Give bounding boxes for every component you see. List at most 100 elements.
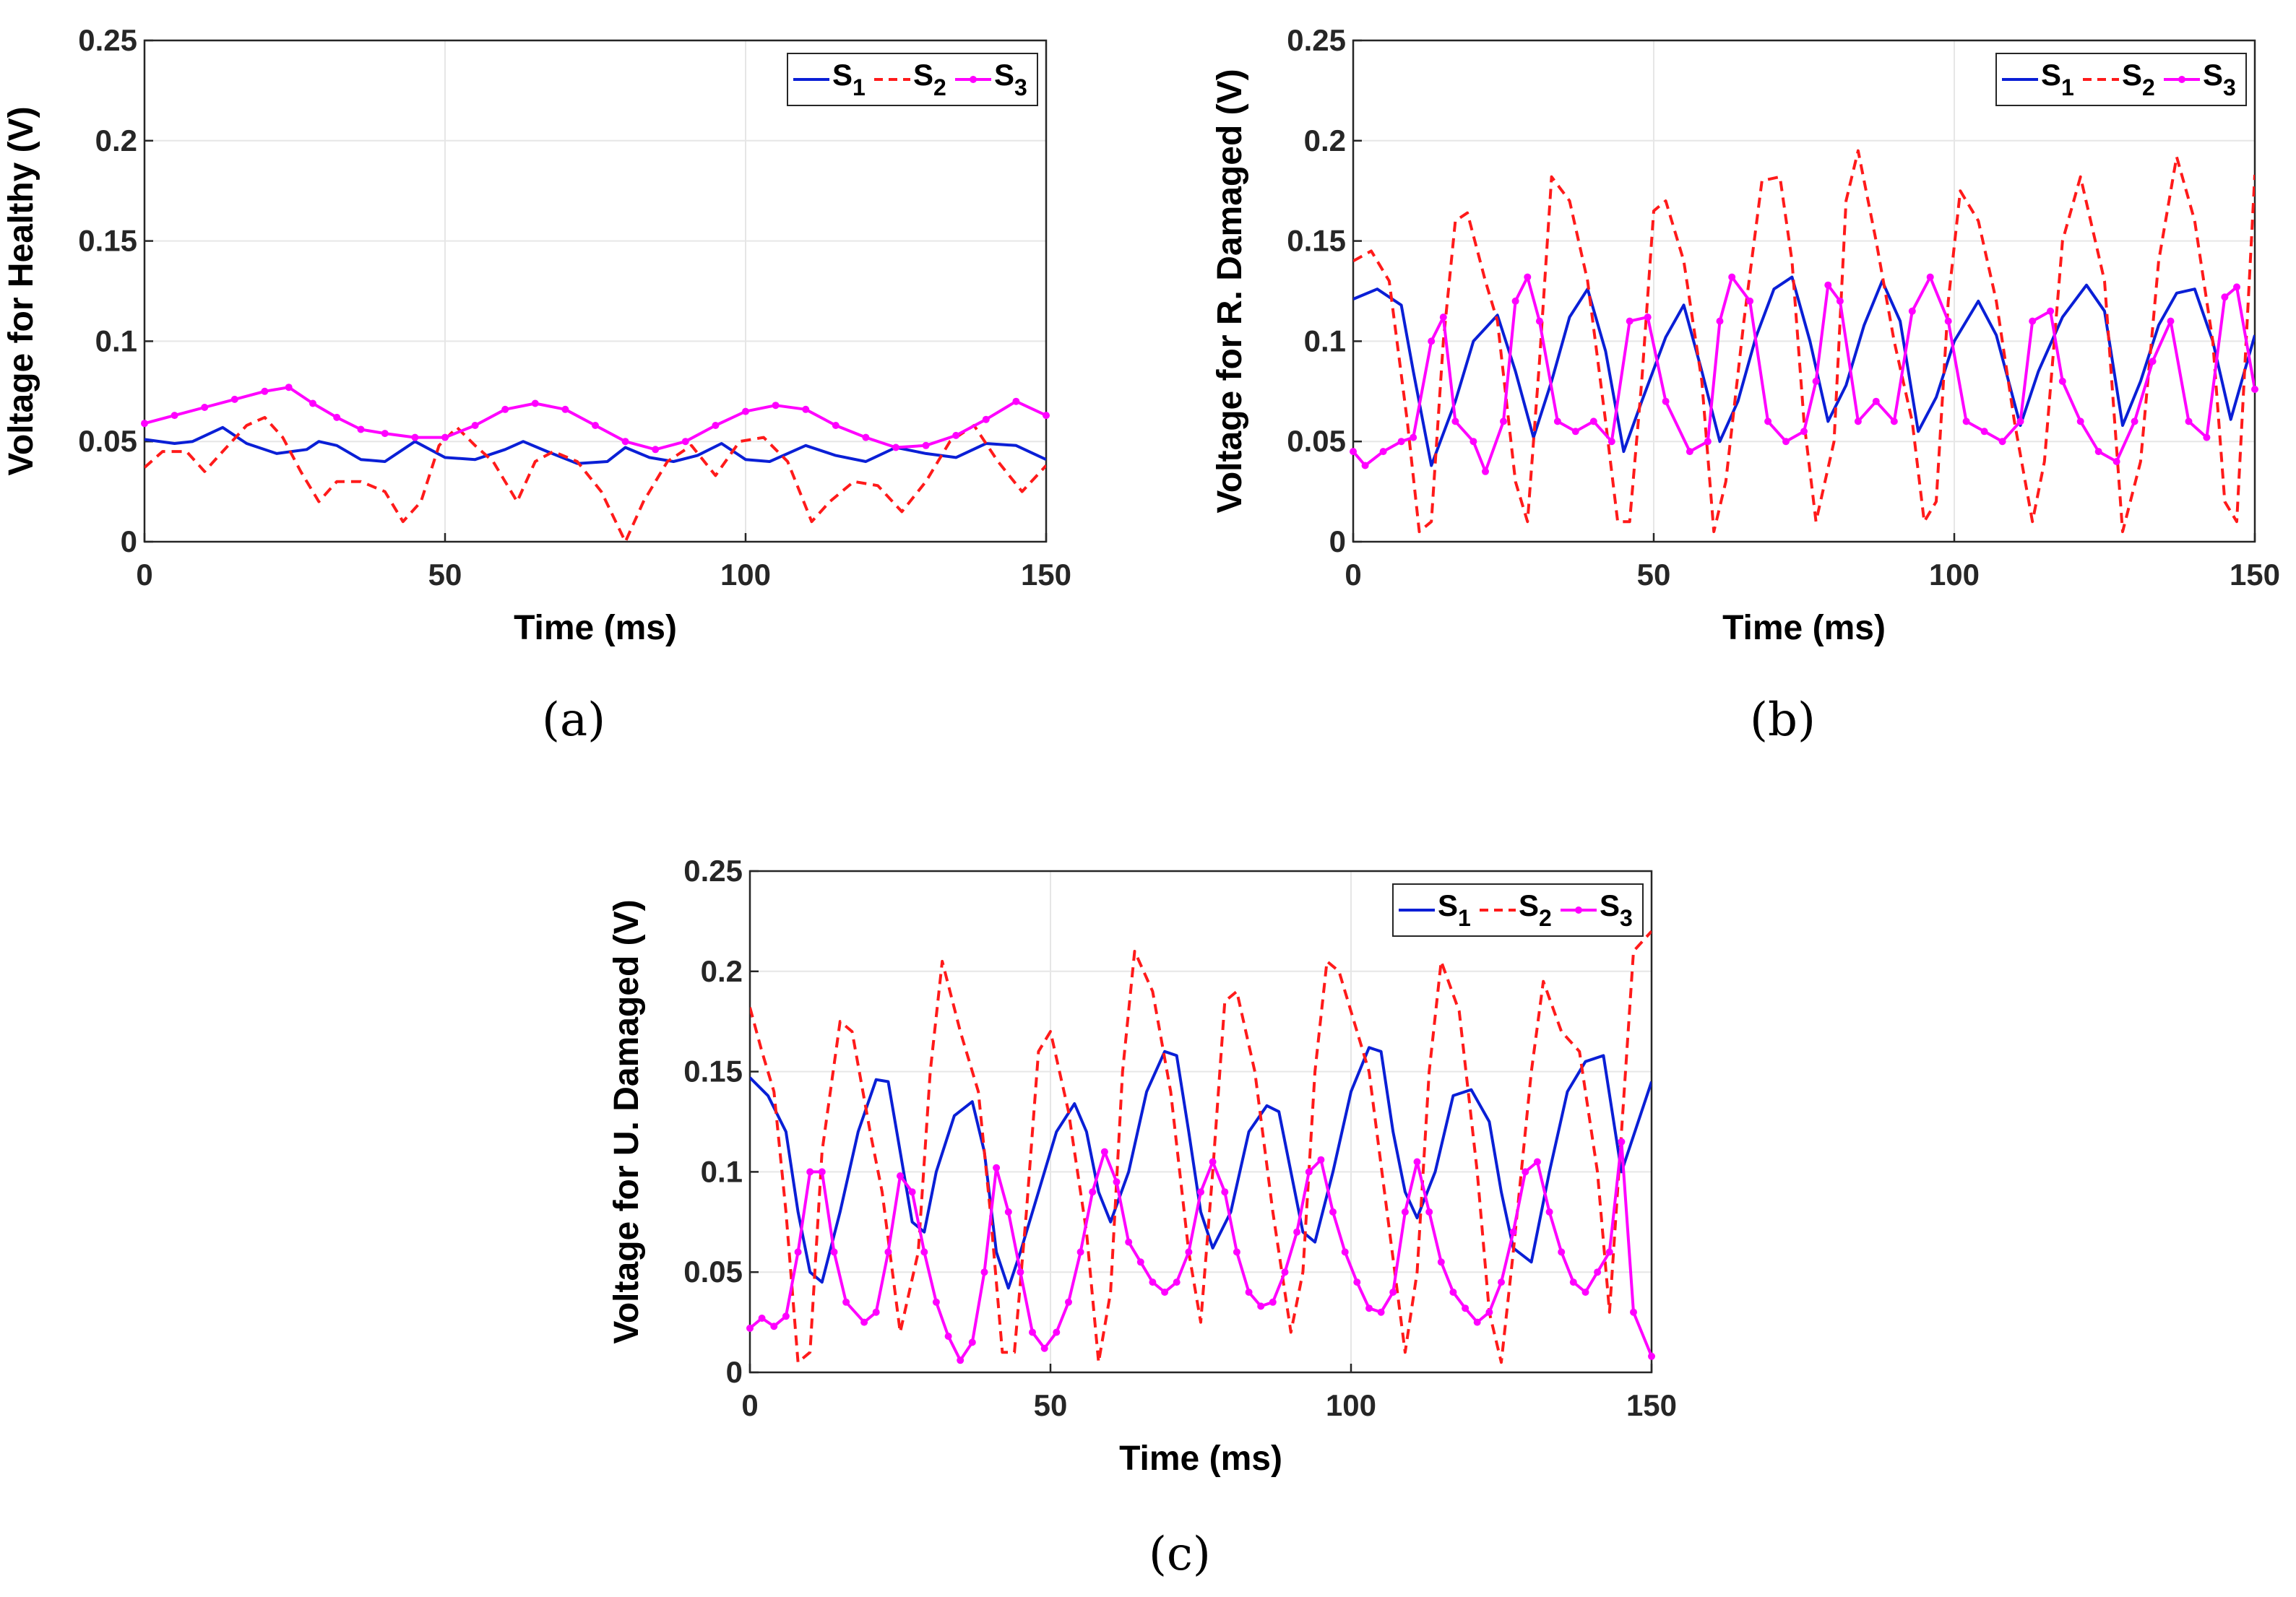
data-point	[531, 399, 539, 407]
data-point	[758, 1315, 766, 1322]
data-point	[1469, 438, 1477, 446]
caption-b: (b)	[1750, 693, 1816, 747]
x-tick-label-0: 0	[136, 558, 152, 592]
y-axis-label: Voltage for U. Damaged (V)	[608, 899, 646, 1343]
y-tick-label-1: 0.05	[1287, 424, 1346, 458]
legend-entry-s3: S3	[955, 58, 1027, 100]
data-point	[1545, 1208, 1553, 1216]
data-point	[1589, 417, 1597, 425]
data-point	[1836, 297, 1844, 305]
data-point	[1425, 1208, 1433, 1216]
data-point	[1029, 1328, 1036, 1336]
data-point	[1686, 448, 1693, 456]
x-tick-label-2: 100	[720, 558, 771, 592]
data-point	[1535, 317, 1543, 325]
data-point	[1185, 1248, 1193, 1256]
data-point	[1728, 273, 1736, 281]
data-point	[1800, 428, 1808, 436]
data-point	[1782, 438, 1790, 446]
legend-label: S3	[2203, 58, 2236, 100]
data-point	[1812, 377, 1820, 385]
legend-label: S2	[913, 58, 946, 100]
y-tick-label-2: 0.1	[1304, 324, 1346, 358]
data-point	[1341, 1248, 1349, 1256]
x-axis-label: Time (ms)	[1722, 609, 1886, 647]
data-point	[621, 438, 629, 446]
data-point	[2203, 433, 2211, 441]
data-point	[1361, 462, 1369, 469]
data-point	[1245, 1289, 1253, 1296]
y-tick-label-5: 0.25	[1287, 23, 1346, 57]
x-tick-label-1: 50	[1034, 1388, 1068, 1422]
data-point	[1012, 397, 1020, 405]
data-point	[1626, 317, 1633, 325]
data-point	[1053, 1328, 1061, 1336]
data-point	[1089, 1188, 1097, 1196]
data-point	[1998, 438, 2006, 446]
series-line-s2	[1353, 149, 2255, 534]
legend-label: S2	[2122, 58, 2155, 100]
x-tick-label-1: 50	[1637, 558, 1671, 592]
data-point	[884, 1248, 892, 1256]
data-point	[1065, 1298, 1072, 1306]
data-point	[982, 415, 990, 423]
x-tick-label-2: 100	[1326, 1388, 1376, 1422]
data-point	[1648, 1352, 1655, 1360]
legend-label: S3	[1600, 888, 1633, 931]
data-point	[802, 405, 810, 413]
data-point	[1594, 1268, 1602, 1276]
data-point	[1397, 438, 1405, 446]
y-tick-label-4: 0.2	[701, 954, 743, 988]
chart-3: 0 50 100 150 0 0.05 0.1 0.15 0.2 0.25 Time (ms) Vol…	[608, 854, 1677, 1478]
data-point	[1017, 1268, 1024, 1276]
data-point	[1522, 1168, 1529, 1176]
data-point	[832, 422, 840, 429]
legend-label: S2	[1519, 888, 1552, 931]
data-point	[1644, 313, 1652, 321]
y-tick-label-0: 0	[726, 1355, 743, 1389]
legend-label: S3	[994, 58, 1027, 100]
data-point	[920, 1248, 928, 1256]
data-point	[1437, 1258, 1445, 1266]
plot-frame	[143, 39, 1048, 543]
data-point	[1413, 1158, 1421, 1166]
data-point	[794, 1248, 802, 1256]
legend: S1 S2 S3	[1995, 53, 2247, 106]
data-point	[1113, 1178, 1121, 1186]
data-point	[261, 387, 269, 395]
data-point	[1607, 438, 1615, 446]
data-point	[1076, 1248, 1084, 1256]
data-point	[1962, 417, 1970, 425]
x-tick-label-3: 150	[1626, 1388, 1677, 1422]
data-point	[1764, 417, 1772, 425]
data-point	[1293, 1228, 1301, 1236]
data-point	[1485, 1308, 1493, 1316]
data-point	[860, 1318, 868, 1326]
series-markers-s3	[746, 1138, 1655, 1364]
data-point	[908, 1188, 916, 1196]
data-point	[1558, 1248, 1566, 1256]
y-tick-label-4: 0.2	[1304, 124, 1346, 157]
data-point	[1365, 1304, 1373, 1312]
data-point	[1173, 1278, 1181, 1286]
data-point	[842, 1298, 850, 1306]
caption-a: (a)	[542, 693, 606, 747]
data-point	[1149, 1278, 1157, 1286]
data-point	[2094, 448, 2102, 456]
legend: S1 S2 S3	[1392, 883, 1644, 937]
legend-entry-s3: S3	[2164, 58, 2236, 100]
series-line-s3	[144, 386, 1046, 451]
data-point	[1482, 467, 1489, 475]
data-point	[2016, 417, 2024, 425]
y-tick-label-3: 0.15	[78, 224, 137, 258]
x-axis-label: Time (ms)	[514, 609, 677, 647]
data-point	[561, 405, 569, 413]
data-point	[2058, 377, 2066, 385]
data-point	[2131, 417, 2139, 425]
data-point	[309, 399, 316, 407]
data-point	[862, 433, 870, 441]
data-point	[1980, 428, 1988, 436]
data-point	[922, 441, 930, 449]
series-line-s3	[1353, 275, 2255, 473]
